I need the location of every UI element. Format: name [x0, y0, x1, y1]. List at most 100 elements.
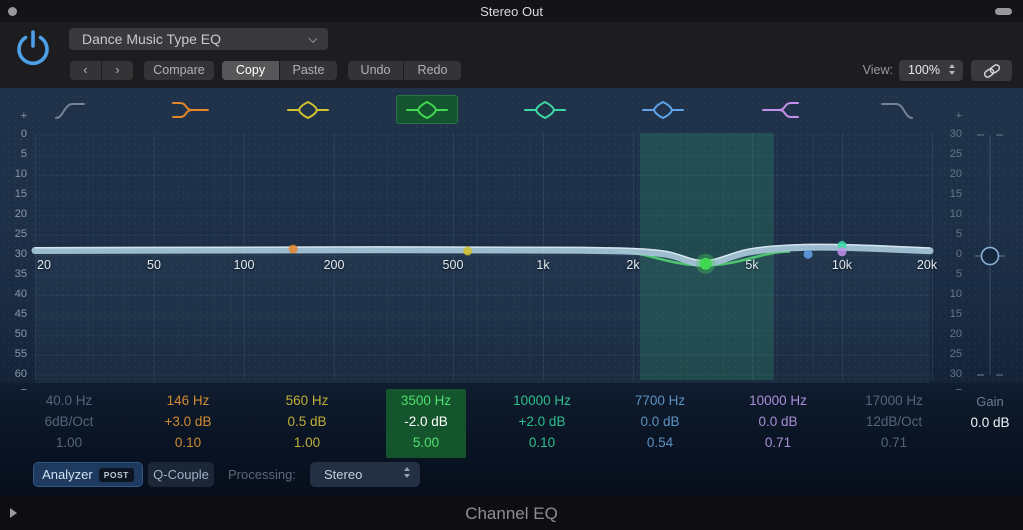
band-8-lowpass-q-value[interactable]: 0.71 — [880, 435, 908, 450]
redo-button[interactable]: Redo — [404, 61, 461, 80]
processing-select[interactable]: Stereo — [310, 462, 420, 487]
band-4-peak-handle[interactable] — [699, 257, 712, 270]
gridline-v-minor — [88, 133, 89, 380]
gridline-v-minor — [514, 133, 515, 380]
band-2-lowshelf-q-value[interactable]: 0.10 — [174, 435, 202, 450]
next-preset-button[interactable]: › — [102, 61, 133, 80]
undo-button[interactable]: Undo — [348, 61, 403, 80]
gridline-v — [633, 133, 634, 380]
eq-graph-canvas[interactable] — [0, 88, 1023, 383]
band-8-lowpass-icon-button[interactable] — [865, 95, 927, 124]
band-1-highpass-q-value[interactable]: 1.00 — [55, 435, 83, 450]
band-2-lowshelf-frequency-value[interactable]: 146 Hz — [166, 393, 210, 408]
gridline-v — [543, 133, 544, 380]
highpass-icon — [55, 102, 85, 119]
gridline-h — [35, 335, 932, 336]
band-7-highshelf-q-value[interactable]: 0.71 — [764, 435, 792, 450]
band-6-peak-parameters: 7700 Hz 0.0 dB 0.54 — [602, 390, 718, 453]
window-close-dot[interactable] — [8, 7, 17, 16]
gridline-v-minor — [796, 133, 797, 380]
band-1-highpass-gain-value[interactable]: 6dB/Oct — [44, 414, 94, 429]
gain-scale-label: 10 — [949, 208, 962, 220]
lowshelf-icon — [172, 101, 209, 118]
band-7-highshelf-gain-value[interactable]: 0.0 dB — [758, 414, 798, 429]
gridline-v-minor — [828, 133, 829, 380]
band-7-highshelf-frequency-value[interactable]: 10000 Hz — [749, 393, 807, 408]
band-1-highpass-frequency-value[interactable]: 40.0 Hz — [45, 393, 93, 408]
band-5-peak-icon-button[interactable] — [514, 95, 576, 124]
gain-scale-label: 15 — [949, 308, 962, 320]
disclosure-triangle-icon[interactable] — [10, 508, 17, 518]
band-3-peak-gain-value[interactable]: 0.5 dB — [287, 414, 327, 429]
paste-button[interactable]: Paste — [280, 61, 337, 80]
band-4-peak-icon-button[interactable] — [396, 95, 458, 124]
band-4-peak-parameters: 3500 Hz -2.0 dB 5.00 — [368, 390, 484, 453]
output-gain-knob[interactable] — [980, 246, 1000, 266]
q-couple-button[interactable]: Q-Couple — [148, 462, 214, 487]
band-4-peak-gain-value[interactable]: -2.0 dB — [404, 414, 448, 429]
gain-scale-label: 30 — [949, 368, 962, 380]
gain-scale-plus[interactable]: + — [955, 110, 962, 122]
window-control-pill[interactable] — [995, 8, 1012, 15]
band-4-peak-frequency-value[interactable]: 3500 Hz — [400, 393, 452, 408]
band-6-peak-icon-button[interactable] — [632, 95, 694, 124]
copy-button[interactable]: Copy — [222, 61, 279, 80]
analyzer-post-badge[interactable]: POST — [98, 467, 134, 482]
processing-label: Processing: — [228, 467, 296, 482]
highshelf-icon — [762, 101, 799, 118]
band-8-lowpass-gain-value[interactable]: 12dB/Oct — [865, 414, 923, 429]
analyzer-scale-plus[interactable]: + — [20, 110, 27, 122]
band-7-highshelf-handle[interactable] — [837, 247, 847, 257]
gridline-v-minor — [198, 133, 199, 380]
band-5-peak-frequency-value[interactable]: 10000 Hz — [513, 393, 571, 408]
gridline-h — [35, 315, 932, 316]
band-5-peak-handle[interactable] — [837, 240, 847, 250]
band-2-lowshelf-handle[interactable] — [288, 244, 298, 254]
view-zoom-select[interactable]: 100% — [899, 60, 963, 81]
analyzer-scale-label: 15 — [14, 188, 27, 200]
band-2-lowshelf-gain-value[interactable]: +3.0 dB — [164, 414, 212, 429]
gridline-v — [154, 133, 155, 380]
band-3-peak-frequency-value[interactable]: 560 Hz — [285, 393, 329, 408]
lowpass-icon — [881, 102, 913, 119]
gain-scale-minus[interactable]: − — [955, 384, 962, 396]
compare-button[interactable]: Compare — [144, 61, 214, 80]
analyzer-scale-label: 30 — [14, 248, 27, 260]
gain-scale-label: 5 — [955, 228, 962, 240]
analyzer-scale-label: 5 — [20, 148, 27, 160]
gain-scale-label: 5 — [955, 268, 962, 280]
prev-preset-button[interactable]: ‹ — [70, 61, 101, 80]
view-zoom-value: 100% — [908, 63, 940, 77]
gain-scale-label: 25 — [949, 148, 962, 160]
band-6-peak-handle[interactable] — [803, 249, 813, 259]
analyzer-scale-minus[interactable]: − — [20, 384, 27, 396]
preset-dropdown[interactable]: Dance Music Type EQ — [69, 28, 328, 50]
band-2-lowshelf-icon-button[interactable] — [159, 95, 221, 124]
analyzer-scale-label: 10 — [14, 168, 27, 180]
analyzer-button[interactable]: Analyzer POST — [33, 462, 143, 487]
link-button[interactable] — [971, 60, 1012, 81]
gridline-h — [35, 195, 932, 196]
band-6-peak-frequency-value[interactable]: 7700 Hz — [634, 393, 686, 408]
gridline-h — [35, 175, 932, 176]
freq-tick-label: 20 — [37, 258, 51, 272]
band-3-peak-icon-button[interactable] — [277, 95, 339, 124]
output-gain-value[interactable]: 0.0 dB — [970, 415, 1010, 430]
band-7-highshelf-icon-button[interactable] — [750, 95, 812, 124]
gridline-v — [35, 133, 36, 380]
gridline-v-minor — [497, 133, 498, 380]
band-6-peak-q-value[interactable]: 0.54 — [646, 435, 674, 450]
gridline-v-minor — [424, 133, 425, 380]
band-6-peak-gain-value[interactable]: 0.0 dB — [640, 414, 680, 429]
band-8-lowpass-frequency-value[interactable]: 17000 Hz — [865, 393, 923, 408]
freq-tick-label: 20k — [916, 258, 938, 272]
power-button[interactable] — [12, 27, 54, 71]
analyzer-scale-label: 40 — [14, 288, 27, 300]
band-4-peak-q-value[interactable]: 5.00 — [412, 435, 440, 450]
band-5-peak-gain-value[interactable]: +2.0 dB — [518, 414, 566, 429]
band-3-peak-q-value[interactable]: 1.00 — [293, 435, 321, 450]
freq-tick-label: 5k — [745, 258, 759, 272]
band-5-peak-q-value[interactable]: 0.10 — [528, 435, 556, 450]
band-3-peak-handle[interactable] — [463, 246, 473, 256]
band-1-highpass-icon-button[interactable] — [41, 95, 103, 124]
